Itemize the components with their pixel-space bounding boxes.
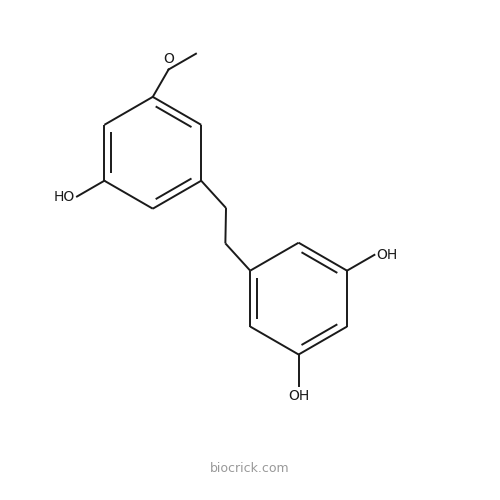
- Text: OH: OH: [376, 248, 398, 262]
- Text: O: O: [163, 52, 174, 66]
- Text: OH: OH: [288, 389, 309, 403]
- Text: HO: HO: [54, 190, 75, 203]
- Text: biocrick.com: biocrick.com: [210, 462, 290, 475]
